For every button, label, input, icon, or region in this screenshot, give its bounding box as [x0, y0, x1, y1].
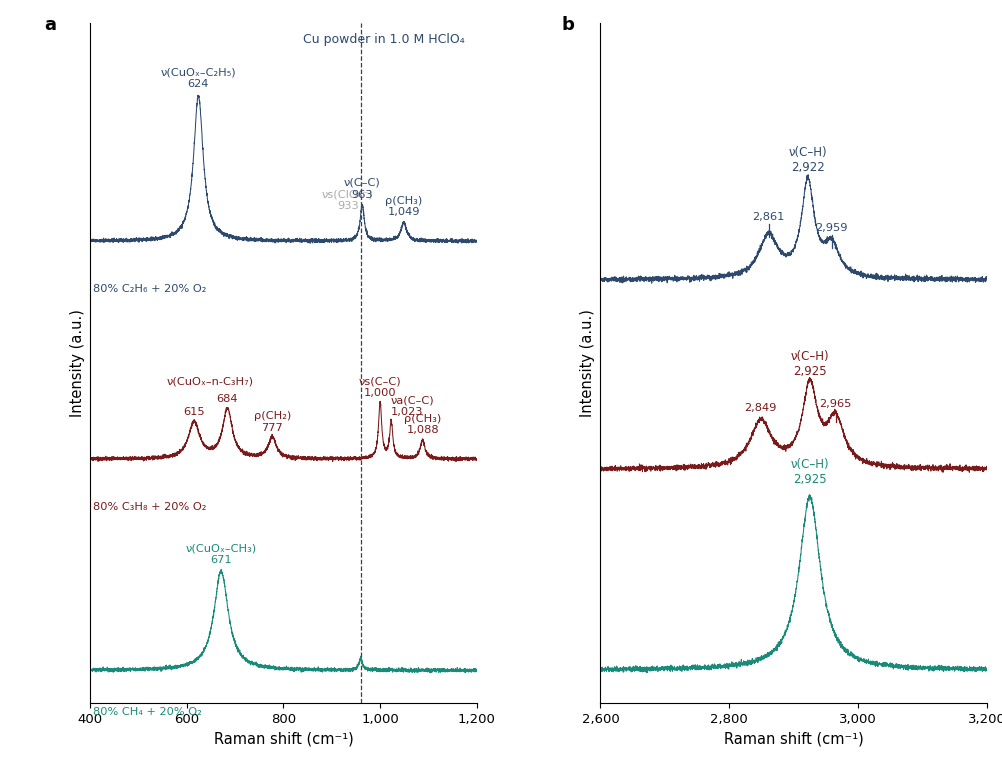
Text: νa(C–C)
1,023: νa(C–C) 1,023 [391, 396, 434, 417]
Text: ρ(CH₂)
777: ρ(CH₂) 777 [254, 411, 291, 433]
Text: 2,861: 2,861 [753, 212, 785, 222]
Text: 2,849: 2,849 [744, 404, 777, 414]
Text: ρ(CH₃)
1,049: ρ(CH₃) 1,049 [385, 196, 423, 217]
Text: νs(C–C)
1,000: νs(C–C) 1,000 [359, 376, 402, 397]
Text: 80% C₃H₈ + 20% O₂: 80% C₃H₈ + 20% O₂ [92, 502, 206, 512]
Text: 80% CH₄ + 20% O₂: 80% CH₄ + 20% O₂ [92, 707, 201, 717]
Text: b: b [562, 16, 574, 34]
Text: 2,959: 2,959 [816, 223, 848, 233]
Text: ν(CuOₓ–C₂H₅)
624: ν(CuOₓ–C₂H₅) 624 [160, 67, 236, 89]
Text: 2,965: 2,965 [820, 399, 852, 409]
Text: Cu powder in 1.0 M HClO₄: Cu powder in 1.0 M HClO₄ [304, 33, 465, 46]
Text: νs(ClO₄⁻)
933: νs(ClO₄⁻) 933 [322, 190, 374, 211]
X-axis label: Raman shift (cm⁻¹): Raman shift (cm⁻¹) [723, 732, 864, 747]
Y-axis label: Intensity (a.u.): Intensity (a.u.) [69, 309, 84, 417]
Text: ν(C–H)
2,925: ν(C–H) 2,925 [791, 350, 829, 378]
Text: ν(C–H)
2,922: ν(C–H) 2,922 [789, 146, 828, 174]
Text: ν(CuOₓ–CH₃)
671: ν(CuOₓ–CH₃) 671 [185, 543, 257, 565]
Y-axis label: Intensity (a.u.): Intensity (a.u.) [580, 309, 595, 417]
Text: ν(C–H)
2,925: ν(C–H) 2,925 [791, 458, 829, 486]
Text: a: a [44, 16, 56, 34]
X-axis label: Raman shift (cm⁻¹): Raman shift (cm⁻¹) [213, 732, 354, 747]
Text: 684: 684 [216, 394, 238, 404]
Text: ν(CuOₓ–n-C₃H₇): ν(CuOₓ–n-C₃H₇) [166, 376, 254, 386]
Text: ν(C–C)
963: ν(C–C) 963 [344, 178, 381, 199]
Text: 80% C₂H₆ + 20% O₂: 80% C₂H₆ + 20% O₂ [92, 284, 206, 294]
Text: 615: 615 [183, 407, 204, 417]
Text: ρ(CH₃)
1,088: ρ(CH₃) 1,088 [404, 414, 441, 435]
